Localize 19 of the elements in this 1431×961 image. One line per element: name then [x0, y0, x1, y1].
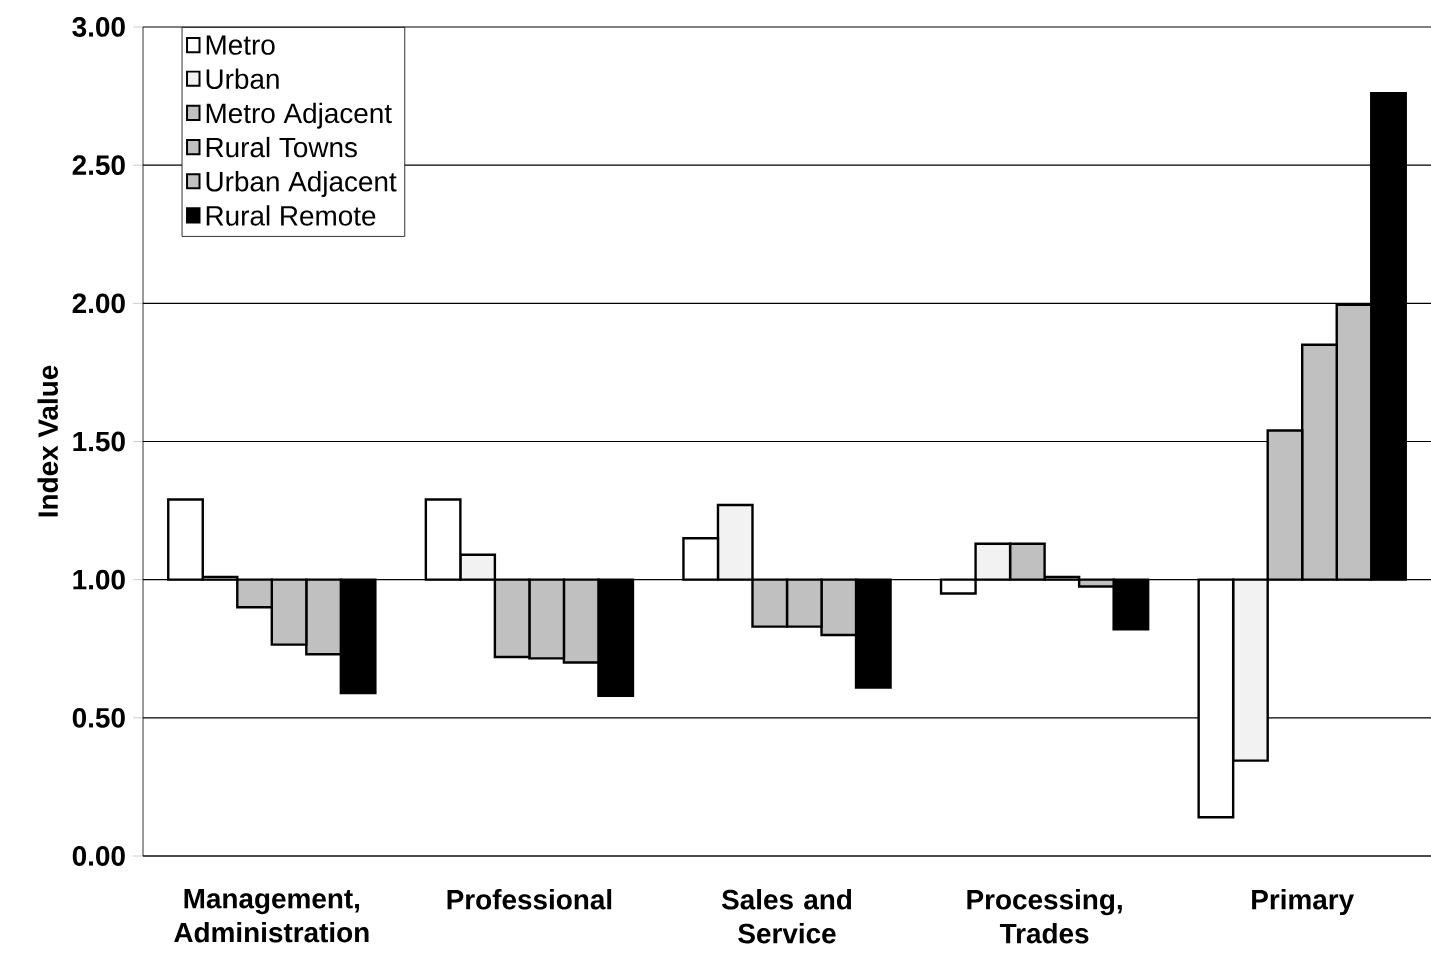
legend-label: Urban	[206, 68, 279, 90]
y-tick-label: 0.50	[72, 707, 125, 728]
y-tick-label: 3.00	[72, 17, 125, 37]
y-tick-label: 1.00	[73, 569, 125, 590]
x-tick-label: Primary	[1252, 889, 1354, 916]
x-tick-label: Professional	[447, 889, 612, 910]
legend-label: Urban Adjacent	[206, 171, 397, 198]
x-tick-label: Management, Administration	[174, 889, 369, 943]
y-tick-label: 2.00	[72, 293, 125, 314]
y-tick-label: 1.50	[73, 431, 125, 452]
legend-label: Metro Adjacent	[206, 102, 392, 129]
y-tick-label: 2.50	[72, 155, 125, 176]
legend-label: Rural Remote	[206, 205, 376, 226]
y-axis-title: Index Value	[37, 365, 58, 517]
y-tick-label: 0.00	[72, 846, 125, 866]
legend-label: Rural Towns	[206, 136, 357, 158]
legend-label: Metro	[206, 35, 275, 55]
x-tick-label: Sales and Service	[721, 889, 852, 944]
x-tick-label: Processing, Trades	[967, 889, 1122, 944]
